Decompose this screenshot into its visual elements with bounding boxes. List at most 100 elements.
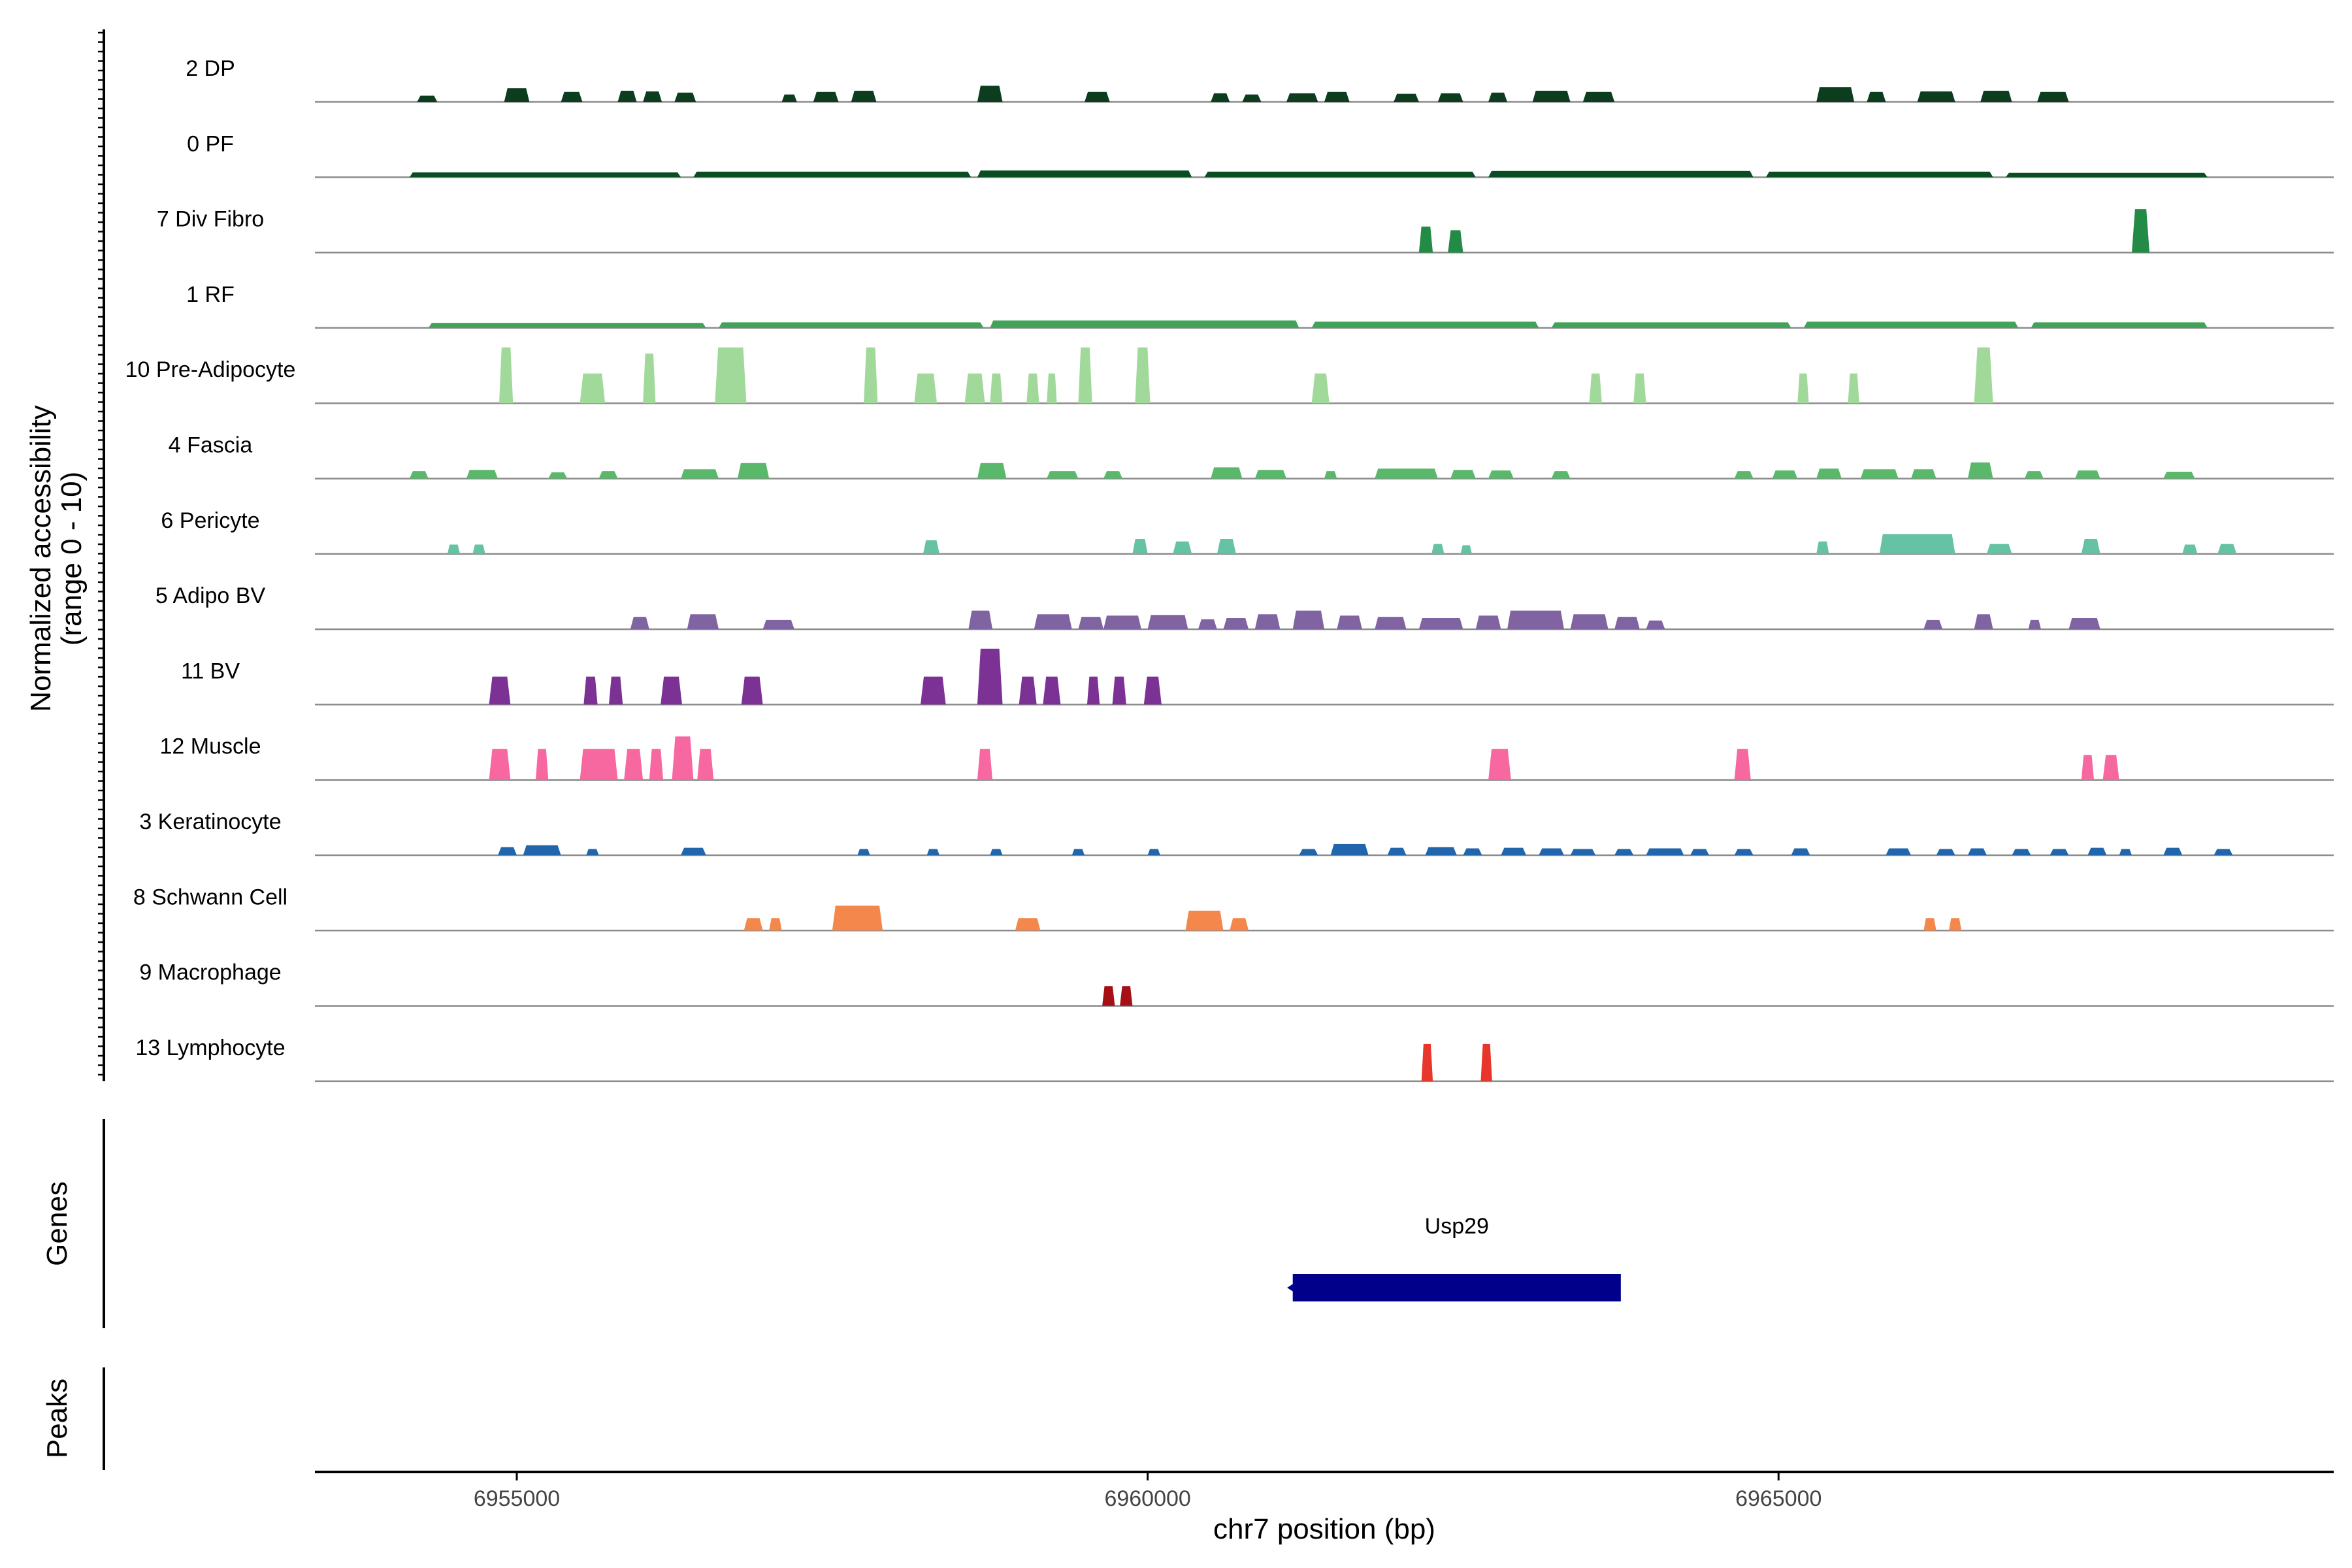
coverage-peak [715,347,747,404]
coverage-peak [813,91,839,102]
y-axis-title-line2: (range 0 - 10) [56,472,88,646]
coverage-peak [489,749,511,780]
coverage-peak [1797,373,1809,404]
coverage-peak [2081,755,2095,780]
coverage-peak [1967,462,1993,479]
coverage-peak [583,676,598,705]
coverage-peak [2081,539,2100,554]
coverage-peak [1112,676,1126,705]
coverage-peak [643,91,662,102]
track-label: 4 Fascia [169,433,253,458]
coverage-peak [1886,848,1912,855]
coverage-peak [977,648,1003,705]
x-tick-label: 6965000 [1735,1486,1821,1511]
coverage-peak [1425,847,1457,855]
coverage-peak [498,847,517,855]
track-13: 13 Lymphocyte [135,1036,2334,1083]
coverage-peak [1980,90,2012,102]
coverage-peak [561,91,583,102]
coverage-peak [1085,91,1110,102]
x-axis-ticks: 6955000 6960000 6965000 [474,1472,1821,1511]
track-12: 9 Macrophage [139,960,2334,1007]
coverage-peak [1026,373,1039,404]
coverage-peak [681,847,706,855]
coverage-peak [1375,468,1438,479]
peaks-label: Peaks [41,1379,73,1458]
coverage-peak [1936,849,1955,855]
coverage-peak [1570,849,1596,855]
coverage-peak [649,749,664,780]
coverage-peak [1311,321,1539,328]
coverage-peak [1019,676,1037,705]
coverage-peak [1646,848,1684,855]
coverage-peak [697,749,714,780]
coverage-peak [990,849,1003,855]
coverage-peak [1292,610,1324,630]
coverage-peak [2037,91,2069,102]
coverage-peak [447,544,461,554]
coverage-peak [1734,471,1754,479]
coverage-peak [523,845,561,855]
coverage-peak [630,617,649,630]
track-9: 12 Muscle [160,734,2334,781]
coverage-peak [1086,676,1100,705]
coverage-peak [1448,230,1463,253]
coverage-peak [1633,373,1646,404]
coverage-peak [1734,749,1751,780]
x-tick-label: 6955000 [474,1486,560,1511]
coverage-peak [1173,541,1192,554]
coverage-peak [1431,544,1445,554]
coverage-peak [719,322,984,328]
coverage-peak [990,320,1299,328]
coverage-peak [617,90,637,102]
coverage-peak [1848,373,1859,404]
coverage-peak [1185,910,1224,931]
coverage-peak [1198,619,1217,630]
coverage-peak [1816,541,1829,554]
coverage-peak [741,676,763,705]
coverage-peak [580,749,618,780]
coverage-peak [1071,849,1085,855]
coverage-peak [1480,1043,1492,1081]
coverage-peak [1450,470,1476,479]
coverage-peak [1614,849,1634,855]
coverage-peak [914,373,938,404]
coverage-peak [1102,986,1115,1006]
coverage-peak [1211,93,1230,102]
coverage-peak [535,749,549,780]
coverage-peak [926,849,939,855]
coverage-peak [417,95,438,102]
coverage-peak [1254,614,1281,630]
coverage-peak [1324,91,1350,102]
coverage-axis-ticks [98,31,104,1076]
genes-label: Genes [41,1181,73,1266]
coverage-peak [1589,373,1602,404]
coverage-peak [608,676,623,705]
coverage-peak [921,676,946,705]
x-axis-title: chr7 position (bp) [1213,1513,1435,1545]
coverage-peak [1867,91,1886,102]
coverage-peak [1551,322,1791,328]
coverage-peak [1078,347,1092,404]
track-label: 3 Keratinocyte [139,809,281,834]
coverage-peak [504,88,530,102]
coverage-peak [2182,544,2198,554]
coverage-peak [1103,471,1122,479]
coverage-peak [1974,347,1993,404]
gene-name-label: Usp29 [1425,1214,1489,1239]
coverage-peak [643,353,656,404]
coverage-peak [781,94,797,102]
coverage-peak [1286,93,1318,102]
coverage-peak [1147,615,1188,630]
coverage-peak [2024,471,2044,479]
coverage-peak [466,470,498,479]
coverage-peak [1772,470,1798,479]
coverage-peak [2068,618,2100,630]
coverage-peak [737,463,770,479]
coverage-peak [2213,849,2233,855]
coverage-peak [687,614,719,630]
coverage-peak [1418,226,1433,253]
coverage-peak [1646,620,1665,630]
track-label: 13 Lymphocyte [135,1036,285,1060]
coverage-peak [1421,1043,1433,1081]
